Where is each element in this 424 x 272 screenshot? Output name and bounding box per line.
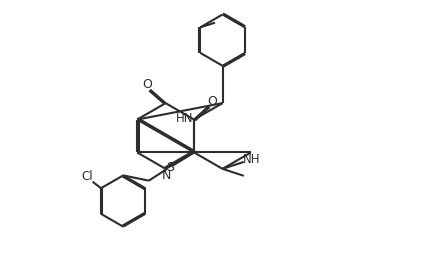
Text: O: O — [207, 95, 217, 108]
Text: N: N — [161, 169, 171, 181]
Text: O: O — [142, 78, 152, 91]
Text: S: S — [166, 161, 174, 174]
Text: NH: NH — [243, 153, 260, 165]
Text: HN: HN — [176, 112, 193, 125]
Text: Cl: Cl — [81, 170, 93, 183]
